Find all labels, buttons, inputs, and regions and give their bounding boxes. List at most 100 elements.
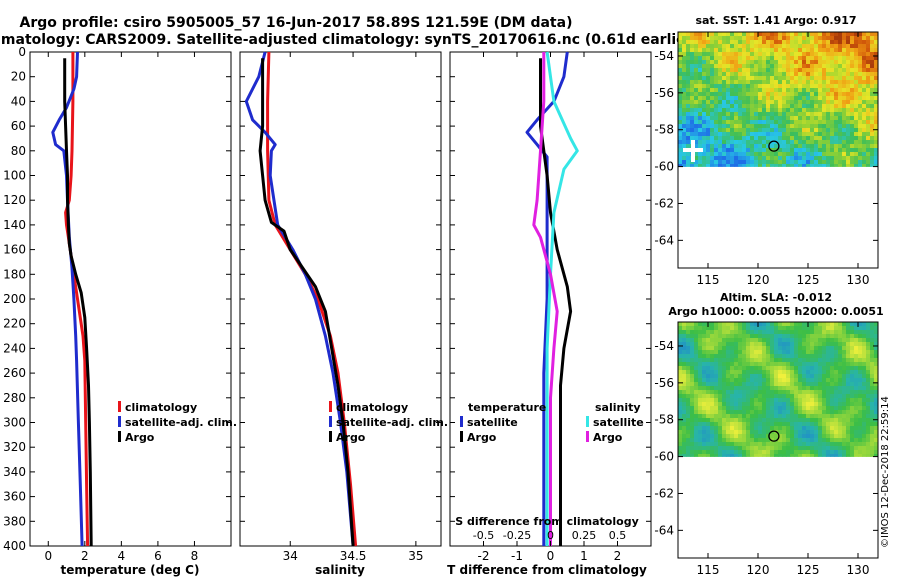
heatmap-cell xyxy=(770,422,775,427)
heatmap-cell xyxy=(806,422,811,427)
heatmap-cell xyxy=(686,342,691,347)
heatmap-cell xyxy=(846,390,851,395)
heatmap-cell xyxy=(782,378,787,383)
heatmap-cell xyxy=(794,60,799,65)
heatmap-cell xyxy=(694,156,699,161)
heatmap-cell xyxy=(866,438,871,443)
heatmap-cell xyxy=(774,164,779,167)
heatmap-cell xyxy=(722,48,727,53)
heatmap-cell xyxy=(754,402,759,407)
heatmap-cell xyxy=(766,330,771,335)
heatmap-cell xyxy=(798,398,803,403)
heatmap-cell xyxy=(874,100,879,105)
heatmap-cell xyxy=(866,164,871,167)
series-line-climatology xyxy=(64,52,90,547)
heatmap-cell xyxy=(698,68,703,73)
heatmap-cell xyxy=(818,104,823,109)
temperature-plot-area xyxy=(51,51,93,547)
heatmap-cell xyxy=(734,350,739,355)
heatmap-cell xyxy=(818,346,823,351)
heatmap-cell xyxy=(754,346,759,351)
heatmap-cell xyxy=(682,100,687,105)
heatmap-cell xyxy=(746,370,751,375)
heatmap-cell xyxy=(810,48,815,53)
heatmap-cell xyxy=(854,140,859,145)
heatmap-cell xyxy=(846,322,851,327)
heatmap-cell xyxy=(746,386,751,391)
heatmap-cell xyxy=(722,104,727,109)
heatmap-cell xyxy=(766,326,771,331)
heatmap-cell xyxy=(678,48,683,53)
heatmap-cell xyxy=(818,410,823,415)
heatmap-cell xyxy=(794,394,799,399)
heatmap-cell xyxy=(750,402,755,407)
heatmap-cell xyxy=(706,426,711,431)
heatmap-cell xyxy=(802,334,807,339)
heatmap-cell xyxy=(874,60,879,65)
heatmap-cell xyxy=(678,422,683,427)
heatmap-cell xyxy=(750,160,755,165)
heatmap-cell xyxy=(690,350,695,355)
heatmap-cell xyxy=(798,410,803,415)
heatmap-cell xyxy=(810,136,815,141)
heatmap-cell xyxy=(870,386,875,391)
heatmap-cell xyxy=(858,56,863,61)
heatmap-cell xyxy=(754,394,759,399)
heatmap-cell xyxy=(826,450,831,455)
argo-position-marker xyxy=(768,430,780,442)
heatmap-cell xyxy=(822,402,827,407)
heatmap-cell xyxy=(802,350,807,355)
heatmap-cell xyxy=(686,386,691,391)
heatmap-cell xyxy=(762,140,767,145)
heatmap-cell xyxy=(790,366,795,371)
heatmap-cell xyxy=(826,402,831,407)
heatmap-cell xyxy=(706,40,711,45)
heatmap-cell xyxy=(810,60,815,65)
heatmap-cell xyxy=(870,32,875,37)
heatmap-cell xyxy=(694,430,699,435)
heatmap-cell xyxy=(822,156,827,161)
heatmap-cell xyxy=(846,418,851,423)
heatmap-cell xyxy=(826,56,831,61)
heatmap-cell xyxy=(854,418,859,423)
heatmap-cell xyxy=(798,36,803,41)
heatmap-cell xyxy=(742,450,747,455)
heatmap-cell xyxy=(806,124,811,129)
sst-map: sat. SST: 1.41 Argo: 0.917 -54-56-58-60-… xyxy=(654,14,879,287)
lon-tick-label: 130 xyxy=(847,273,870,287)
heatmap-cell xyxy=(778,144,783,149)
heatmap-cell xyxy=(778,92,783,97)
heatmap-cell xyxy=(722,128,727,133)
heatmap-cell xyxy=(786,342,791,347)
heatmap-cell xyxy=(766,406,771,411)
heatmap-cell xyxy=(734,156,739,161)
heatmap-cell xyxy=(810,116,815,121)
heatmap-cell xyxy=(738,156,743,161)
heatmap-cell xyxy=(818,124,823,129)
heatmap-cell xyxy=(834,322,839,327)
heatmap-cell xyxy=(746,100,751,105)
heatmap-cell xyxy=(706,84,711,89)
heatmap-cell xyxy=(838,442,843,447)
heatmap-cell xyxy=(742,116,747,121)
heatmap-cell xyxy=(838,410,843,415)
heatmap-cell xyxy=(686,36,691,41)
heatmap-cell xyxy=(742,342,747,347)
heatmap-cell xyxy=(782,414,787,419)
heatmap-cell xyxy=(678,406,683,411)
heatmap-cell xyxy=(830,128,835,133)
heatmap-cell xyxy=(874,350,879,355)
heatmap-cell xyxy=(810,92,815,97)
heatmap-cell xyxy=(862,446,867,451)
heatmap-cell xyxy=(698,342,703,347)
series-line-argo xyxy=(258,58,355,547)
heatmap-cell xyxy=(854,76,859,81)
heatmap-cell xyxy=(858,394,863,399)
heatmap-cell xyxy=(814,426,819,431)
heatmap-cell xyxy=(726,40,731,45)
heatmap-cell xyxy=(682,116,687,121)
heatmap-cell xyxy=(858,156,863,161)
heatmap-cell xyxy=(802,358,807,363)
lat-tick-label: -60 xyxy=(654,160,674,174)
